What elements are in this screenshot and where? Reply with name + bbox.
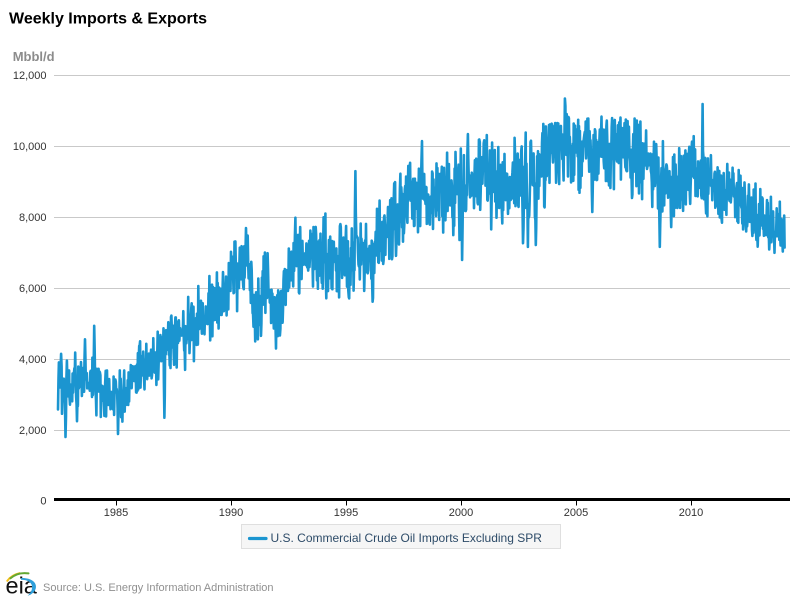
svg-text:12,000: 12,000 xyxy=(13,70,47,82)
svg-text:2000: 2000 xyxy=(449,507,473,519)
svg-text:2005: 2005 xyxy=(564,507,588,519)
svg-text:2,000: 2,000 xyxy=(19,425,47,437)
svg-text:1985: 1985 xyxy=(104,507,128,519)
svg-text:10,000: 10,000 xyxy=(13,141,47,153)
svg-text:0: 0 xyxy=(40,496,46,508)
svg-text:4,000: 4,000 xyxy=(19,354,47,366)
svg-text:1990: 1990 xyxy=(219,507,243,519)
svg-text:Mbbl/d: Mbbl/d xyxy=(13,49,55,64)
svg-text:1995: 1995 xyxy=(334,507,358,519)
svg-text:Weekly Imports & Exports: Weekly Imports & Exports xyxy=(9,10,207,27)
svg-text:2010: 2010 xyxy=(679,507,703,519)
svg-text:Source: U.S. Energy Informatio: Source: U.S. Energy Information Administ… xyxy=(43,582,274,594)
svg-text:U.S. Commercial Crude Oil Impo: U.S. Commercial Crude Oil Imports Exclud… xyxy=(271,531,543,545)
svg-text:6,000: 6,000 xyxy=(19,283,47,295)
svg-text:8,000: 8,000 xyxy=(19,212,47,224)
